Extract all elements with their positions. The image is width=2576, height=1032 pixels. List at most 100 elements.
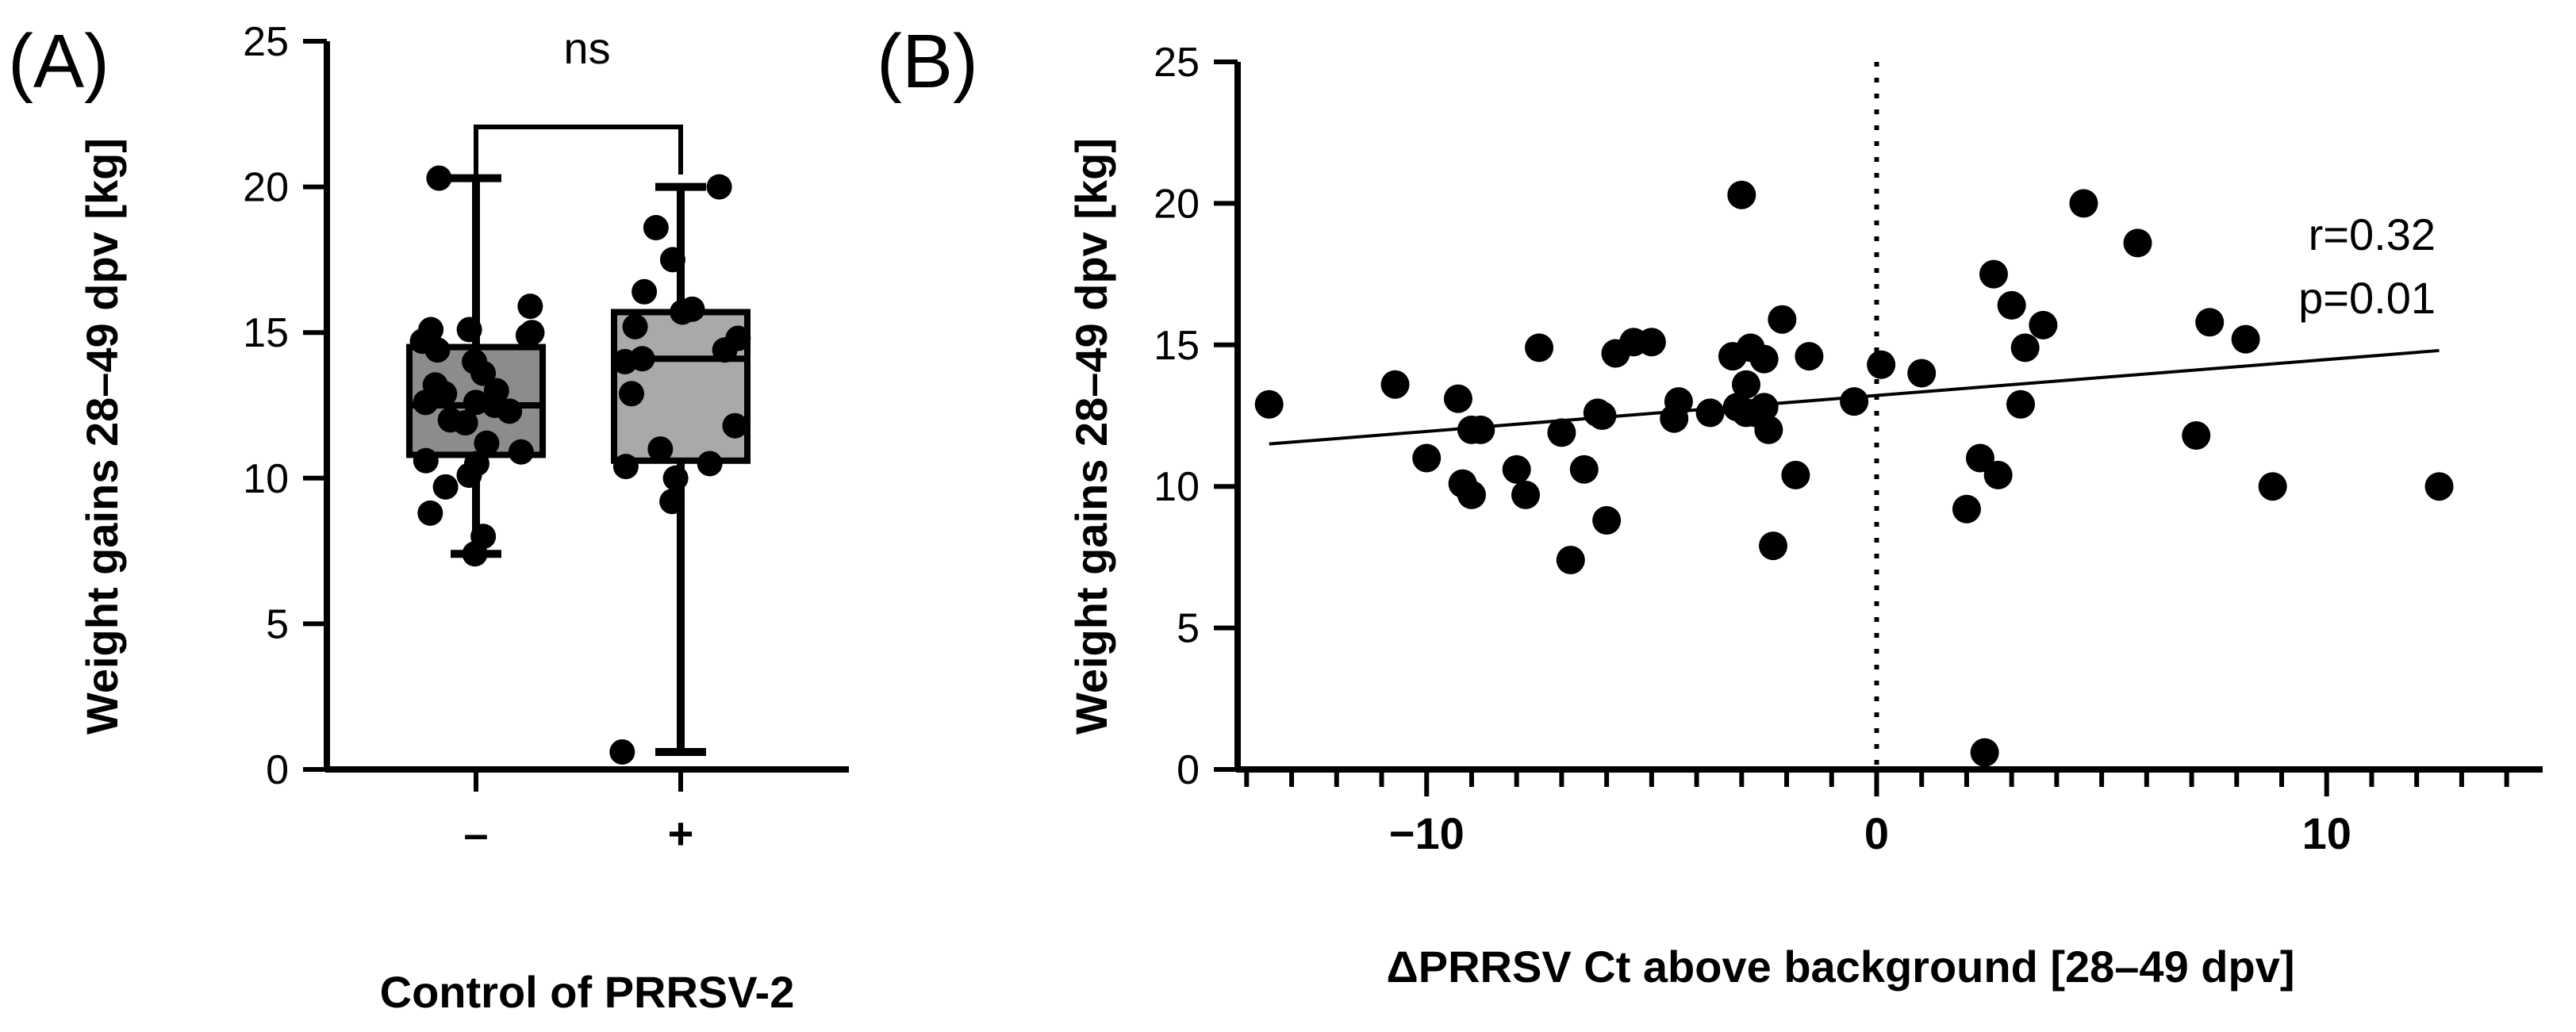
scatter-point	[2182, 420, 2211, 450]
data-point	[697, 451, 723, 477]
panel-b-y-tick-label: 0	[1177, 747, 1200, 793]
scatter-point	[1754, 415, 1783, 444]
scatter-point	[1759, 531, 1788, 561]
scatter-point	[2123, 228, 2152, 258]
scatter-point	[1749, 393, 1779, 422]
scatter-point	[1443, 384, 1472, 413]
scatter-point	[1965, 443, 1994, 473]
panel-a-y-tick-label: 15	[243, 310, 289, 356]
scatter-point	[1569, 455, 1599, 484]
data-point	[643, 215, 669, 241]
scatter-point	[2029, 310, 2058, 340]
data-point	[508, 439, 534, 465]
data-point	[470, 524, 497, 550]
panel-a-y-tick-label: 0	[266, 747, 289, 793]
data-point	[612, 454, 639, 480]
data-point	[517, 293, 543, 320]
data-point	[647, 436, 674, 462]
data-point	[462, 348, 488, 374]
panel-a: (A) Weight gains 28–49 dpv [kg] Control …	[8, 19, 849, 1017]
scatter-point	[1511, 480, 1541, 509]
scatter-point	[1795, 342, 1824, 371]
scatter-point	[1907, 359, 1937, 388]
scatter-point	[1556, 545, 1585, 574]
data-point	[679, 296, 705, 322]
scatter-point	[2424, 472, 2454, 501]
panel-a-x-tick-label: –	[463, 808, 488, 858]
scatter-point	[1983, 460, 2013, 489]
data-point	[417, 500, 443, 526]
panel-a-significance-label: ns	[563, 23, 610, 73]
data-point	[432, 474, 459, 500]
scatter-point	[2195, 308, 2225, 337]
scatter-point	[1254, 389, 1284, 419]
scatter-point	[1731, 370, 1760, 399]
panel-b-y-tick-label: 10	[1154, 464, 1200, 510]
panel-b-y-axis-title: Weight gains 28–49 dpv [kg]	[1066, 138, 1116, 735]
scatter-point	[1867, 350, 1896, 379]
scatter-point	[1979, 259, 2008, 289]
panel-b-x-tick-label: −10	[1389, 808, 1465, 858]
scatter-point	[1664, 387, 1693, 416]
data-point	[456, 317, 482, 343]
panel-b-annotation-r: r=0.32	[2309, 209, 2436, 259]
scatter-point	[1637, 328, 1666, 357]
data-point	[722, 412, 748, 439]
scatter-point	[1466, 415, 1495, 444]
data-point	[609, 739, 635, 765]
data-point	[426, 165, 452, 191]
scatter-point	[2069, 189, 2098, 218]
data-point	[463, 389, 489, 416]
data-point	[659, 489, 685, 515]
scatter-point	[1412, 443, 1442, 473]
scatter-point	[1380, 370, 1410, 399]
panel-b-letter: (B)	[877, 19, 978, 104]
scatter-point	[1457, 480, 1486, 509]
panel-b-x-axis-title: ΔPRRSV Ct above background [28–49 dpv]	[1387, 942, 2295, 992]
panel-b-y-tick-label: 25	[1154, 40, 1200, 86]
scatter-point	[1695, 398, 1725, 428]
data-point	[725, 325, 751, 351]
panel-a-y-tick-label: 25	[243, 19, 289, 65]
panel-a-x-axis-title: Control of PRRSV-2	[380, 967, 795, 1017]
scatter-point	[2231, 324, 2260, 354]
panel-a-y-axis-title: Weight gains 28–49 dpv [kg]	[77, 138, 127, 735]
scatter-point	[2006, 389, 2035, 419]
scatter-point	[1840, 387, 1869, 416]
panel-b: (B) Weight gains 28–49 dpv [kg] ΔPRRSV C…	[877, 19, 2543, 992]
scatter-point	[1781, 460, 1810, 489]
scatter-point	[1587, 401, 1617, 430]
panel-b-annotation-p: p=0.01	[2298, 273, 2436, 323]
data-point	[437, 407, 463, 433]
scatter-point	[1727, 180, 1756, 209]
panel-a-letter: (A)	[8, 19, 109, 104]
data-point	[483, 378, 509, 404]
significance-bracket	[474, 125, 683, 175]
data-point	[413, 447, 439, 474]
scatter-point	[1997, 290, 2026, 320]
scatter-point	[1768, 305, 1797, 334]
data-point	[474, 430, 500, 456]
scatter-point	[1970, 738, 1999, 767]
scatter-point	[1952, 494, 1981, 524]
data-point	[422, 372, 448, 398]
data-point	[519, 320, 545, 346]
data-point	[629, 346, 655, 372]
data-point	[463, 451, 489, 477]
panel-a-y-tick-label: 10	[243, 456, 289, 502]
panel-b-y-tick-label: 20	[1154, 181, 1200, 227]
panel-b-x-tick-label: 0	[1864, 808, 1889, 858]
data-point	[662, 465, 689, 491]
scatter-point	[1749, 344, 1779, 374]
scatter-point	[2258, 472, 2287, 501]
panel-a-x-tick-label: +	[668, 808, 694, 858]
panel-b-y-tick-label: 15	[1154, 323, 1200, 369]
data-point	[632, 278, 658, 305]
scatter-point	[1502, 455, 1531, 484]
scatter-point	[1592, 506, 1622, 535]
panel-a-y-tick-label: 5	[266, 601, 289, 647]
panel-a-y-tick-label: 20	[243, 165, 289, 211]
data-point	[706, 174, 732, 200]
data-point	[622, 313, 648, 340]
